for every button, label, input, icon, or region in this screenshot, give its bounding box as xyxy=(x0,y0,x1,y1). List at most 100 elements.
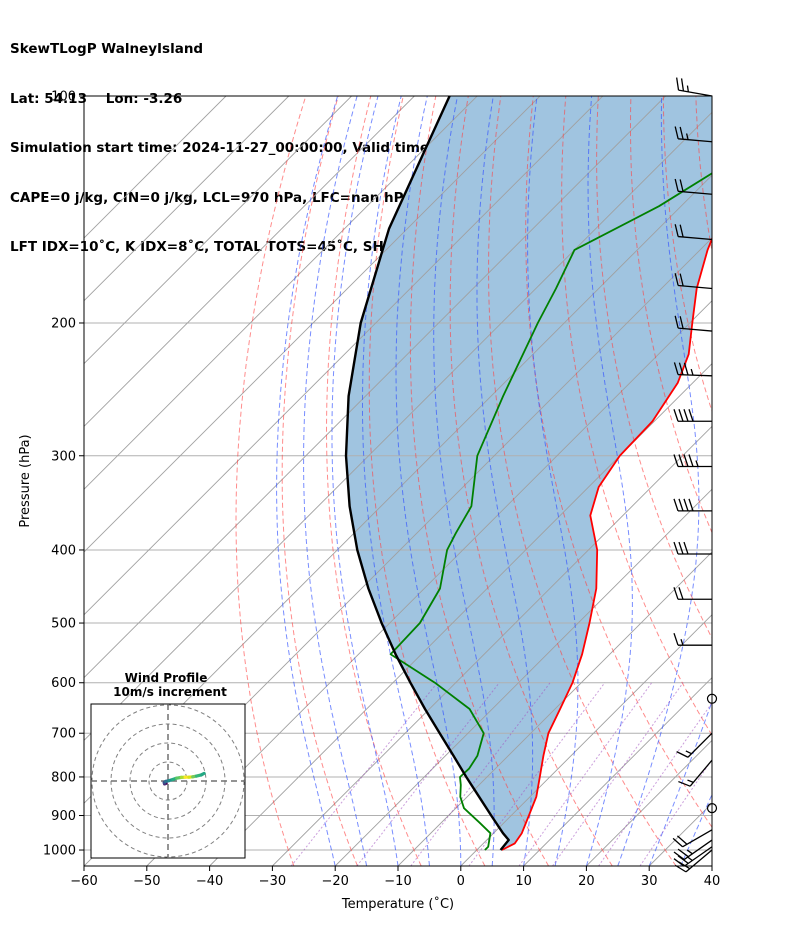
title-line-location: Lat: 54.13 Lon: -3.26 xyxy=(10,90,183,107)
moist-adiabat-line xyxy=(276,96,339,866)
temperature-line xyxy=(501,236,712,851)
moist-adiabat-line xyxy=(433,96,495,866)
dry-adiabat-line xyxy=(728,96,794,866)
isotherm-line xyxy=(84,96,666,679)
dry-adiabat-line xyxy=(449,96,613,866)
mixing-ratio-line xyxy=(598,702,712,866)
moist-adiabat-line xyxy=(585,96,633,866)
dry-adiabat-line xyxy=(488,96,677,866)
isotherm-line xyxy=(334,488,712,866)
y-axis-ticks: 1000 900 800 700 600 500 400 300 200 100 xyxy=(43,90,84,859)
wind-barb xyxy=(673,846,713,867)
moist-adiabat-line xyxy=(362,96,430,866)
isotherm-line xyxy=(84,96,227,239)
dry-adiabat-line xyxy=(695,96,712,254)
y-axis-label: Pressure (hPa) xyxy=(18,434,33,527)
y-tick-label: 500 xyxy=(51,617,76,632)
mixing-ratio-lines xyxy=(290,682,712,866)
isotherm-line xyxy=(272,425,712,866)
wind-barb xyxy=(678,759,713,787)
dry-adiabat-line xyxy=(409,96,550,866)
isotherm-line xyxy=(84,96,415,428)
mixing-ratio-line xyxy=(468,682,606,866)
dry-adiabat-line xyxy=(761,96,794,866)
title-line-station: SkewTLogP WalneyIsland xyxy=(10,41,204,57)
x-tick-label: −20 xyxy=(321,874,348,889)
moist-adiabat-line xyxy=(680,793,712,866)
isotherm-line xyxy=(84,111,712,742)
x-tick-label: −40 xyxy=(196,874,223,889)
dry-adiabat-line xyxy=(525,96,712,829)
x-tick-label: −50 xyxy=(133,874,160,889)
moist-adiabat-lines xyxy=(276,96,712,866)
dry-adiabat-lines xyxy=(235,96,794,866)
wind-barbs xyxy=(672,77,718,873)
hodograph-title-line1: Wind Profile xyxy=(125,671,208,685)
y-tick-label: 100 xyxy=(51,90,76,105)
x-tick-label: −60 xyxy=(70,874,97,889)
wind-barb xyxy=(673,587,712,600)
wind-barb xyxy=(673,498,712,512)
wind-barb xyxy=(674,178,713,195)
x-axis-ticks: −60 −50 −40 −30 −20 −10 0 10 20 30 40 xyxy=(70,866,720,889)
isotherm-line xyxy=(84,96,541,553)
hodograph-title-line2: 10m/s increment xyxy=(113,685,227,699)
sounding-series xyxy=(344,96,712,851)
wind-barb xyxy=(674,315,713,332)
y-tick-label: 200 xyxy=(51,316,76,331)
moist-adiabat-line xyxy=(395,96,462,866)
x-tick-label: 0 xyxy=(457,874,465,889)
wind-barb xyxy=(674,224,713,241)
moist-adiabat-line xyxy=(617,96,700,866)
x-tick-label: −10 xyxy=(384,874,411,889)
wind-barb xyxy=(673,454,712,468)
wind-barb xyxy=(674,273,713,290)
isotherm-line xyxy=(523,676,712,866)
y-tick-label: 300 xyxy=(51,449,76,464)
y-tick-label: 400 xyxy=(51,543,76,558)
parcel-profile-line xyxy=(344,96,510,851)
moist-adiabat-line xyxy=(527,96,579,866)
isotherm-line xyxy=(460,614,712,866)
dry-adiabat-line xyxy=(561,96,712,737)
isotherm-line xyxy=(711,865,712,866)
mixing-ratio-line xyxy=(290,682,438,866)
isotherm-line xyxy=(146,300,712,866)
moist-adiabat-line xyxy=(711,864,712,866)
pressure-gridlines xyxy=(84,96,712,851)
dry-adiabat-line xyxy=(281,96,358,866)
isotherm-line xyxy=(397,551,712,866)
x-tick-label: 20 xyxy=(578,874,595,889)
wind-barb xyxy=(672,829,713,848)
x-tick-label: 10 xyxy=(515,874,532,889)
y-tick-label: 700 xyxy=(51,727,76,742)
mixing-ratio-line xyxy=(518,682,653,866)
isotherm-line xyxy=(84,96,352,365)
cape-shade-area xyxy=(346,96,712,850)
wind-barb xyxy=(673,541,712,555)
x-tick-label: −30 xyxy=(259,874,286,889)
moist-adiabat-line xyxy=(648,700,712,866)
x-axis-label: Temperature (˚C) xyxy=(341,896,454,912)
hodograph-inset: Wind Profile 10m/s increment xyxy=(90,671,246,859)
mixing-ratio-line xyxy=(356,682,500,866)
wind-barb xyxy=(673,632,712,646)
mixing-ratio-line xyxy=(552,682,684,866)
wind-barb xyxy=(673,362,713,377)
y-tick-label: 900 xyxy=(51,809,76,824)
x-tick-label: 30 xyxy=(641,874,658,889)
dry-adiabat-line xyxy=(368,96,486,866)
isotherm-line xyxy=(84,96,290,302)
mixing-ratio-line xyxy=(639,758,712,866)
wind-barb xyxy=(676,732,713,758)
wind-barb xyxy=(673,409,712,422)
wind-barb xyxy=(676,77,713,97)
dry-adiabat-line xyxy=(630,96,712,534)
dry-adiabat-line xyxy=(235,96,307,866)
moist-adiabat-line xyxy=(303,96,368,866)
isotherm-line xyxy=(84,96,478,490)
isotherm-line xyxy=(775,96,794,866)
wind-barb xyxy=(674,126,713,143)
cape-shading xyxy=(346,96,712,850)
